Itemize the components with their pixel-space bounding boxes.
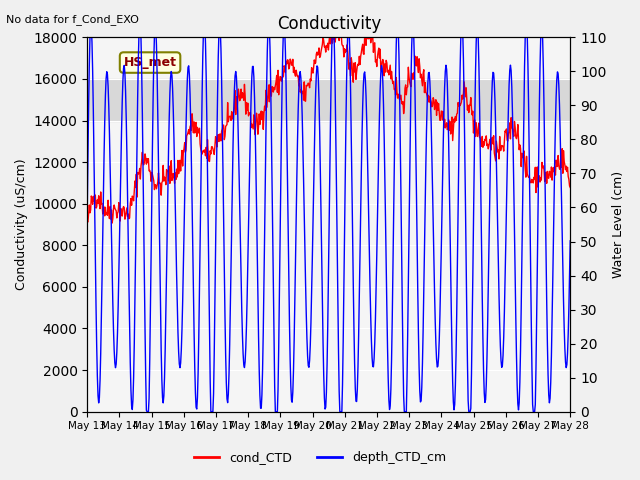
- Legend: cond_CTD, depth_CTD_cm: cond_CTD, depth_CTD_cm: [189, 446, 451, 469]
- Text: HS_met: HS_met: [124, 56, 177, 69]
- Text: No data for f_Cond_EXO: No data for f_Cond_EXO: [6, 14, 140, 25]
- Title: Conductivity: Conductivity: [276, 15, 381, 33]
- Bar: [87, 79, 570, 120]
- Y-axis label: Water Level (cm): Water Level (cm): [612, 171, 625, 278]
- Y-axis label: Conductivity (uS/cm): Conductivity (uS/cm): [15, 159, 28, 290]
